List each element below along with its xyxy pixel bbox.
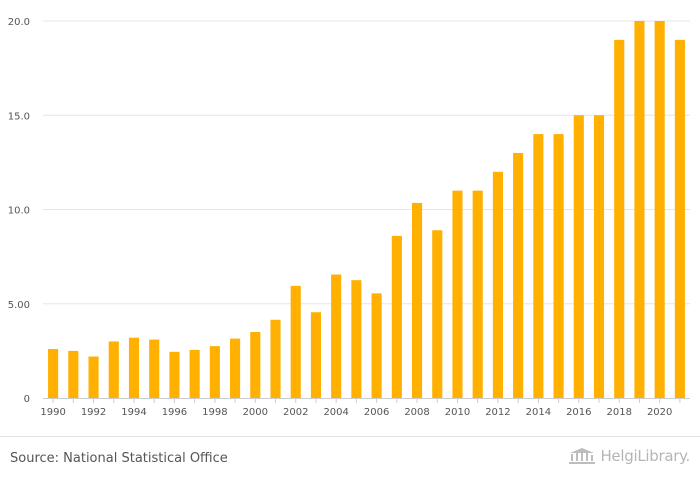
x-tick-label: 2004 [323,407,348,418]
bar-1999[interactable] [230,338,241,398]
x-tick-label: 2014 [526,407,551,418]
bar-2005[interactable] [351,280,362,398]
bar-2014[interactable] [533,134,544,398]
bar-2006[interactable] [371,293,382,398]
library-building-icon [569,448,596,464]
bar-2018[interactable] [614,39,625,398]
bar-1997[interactable] [189,349,200,398]
bar-1996[interactable] [169,351,180,398]
y-tick-label: 15.0 [8,111,30,122]
x-tick-label: 2006 [364,407,389,418]
gridlines [43,20,690,305]
bar-1998[interactable] [209,346,220,398]
footer: Source: National Statistical Office Helg… [0,436,700,484]
y-tick-label: 5.00 [8,300,30,311]
x-tick-label: 1996 [162,407,187,418]
bar-2015[interactable] [553,134,564,398]
x-tick-label: 2020 [647,407,672,418]
bar-1991[interactable] [68,350,79,398]
bar-2017[interactable] [593,115,605,398]
x-tick-label: 1992 [81,407,106,418]
bar-2020[interactable] [654,21,665,398]
bars [48,21,685,398]
brand-name: HelgiLibrary. [600,447,690,465]
source-note: Source: National Statistical Office [10,451,228,466]
y-tick-label: 10.0 [8,206,30,217]
bar-2012[interactable] [492,171,503,398]
x-tick-label: 1998 [202,407,227,418]
bar-1995[interactable] [149,339,160,398]
bar-2013[interactable] [513,152,524,398]
y-axis-ticks: 0 5.00 10.0 15.0 20.0 [8,17,30,405]
x-tick-label: 2000 [243,407,268,418]
bar-1994[interactable] [128,337,140,398]
bar-2003[interactable] [310,312,322,398]
brand-logo[interactable]: HelgiLibrary. [568,447,690,465]
bar-2009[interactable] [432,230,443,398]
x-tick-label: 2008 [404,407,429,418]
x-tick-label: 2002 [283,407,308,418]
bar-2010[interactable] [452,190,463,398]
x-tick-label: 2018 [607,407,632,418]
bar-2002[interactable] [290,285,301,398]
x-tick-label: 1994 [121,407,146,418]
bar-2021[interactable] [674,39,685,398]
bar-2007[interactable] [391,235,402,398]
bar-1992[interactable] [88,356,99,398]
y-tick-label: 0 [24,394,30,405]
x-tick-label: 2010 [445,407,470,418]
bar-2004[interactable] [331,274,342,398]
bar-2001[interactable] [270,319,281,398]
bar-1993[interactable] [108,341,119,398]
y-tick-label: 20.0 [8,17,30,28]
x-tick-label: 2012 [485,407,510,418]
bar-2011[interactable] [472,190,483,398]
x-tick-label: 1990 [40,407,65,418]
bar-2008[interactable] [411,202,423,398]
bar-chart: 0 5.00 10.0 15.0 20.0 1990 1992 1994 1996 1998 20… [8,17,690,418]
x-tick-label: 2016 [566,407,591,418]
bar-1990[interactable] [48,348,59,398]
bar-2016[interactable] [573,115,584,398]
bar-2000[interactable] [250,332,261,398]
x-axis-ticks: 1990 1992 1994 1996 1998 2000 2002 2004 2006 2008… [40,398,681,418]
bar-2019[interactable] [634,21,645,398]
